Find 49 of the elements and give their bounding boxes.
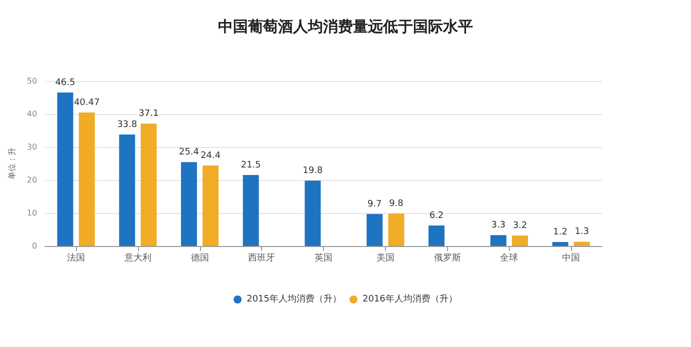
y-tick-label: 30 xyxy=(26,142,38,152)
x-tick-label: 西班牙 xyxy=(248,252,276,264)
bar xyxy=(490,235,506,246)
data-label: 33.8 xyxy=(117,120,138,130)
legend-label: 2015年人均消费（升） xyxy=(246,294,342,304)
data-label: 46.5 xyxy=(55,78,76,88)
data-label: 19.8 xyxy=(302,166,324,176)
x-tick-label: 法国 xyxy=(67,252,86,264)
bar xyxy=(428,226,444,246)
bar xyxy=(552,242,568,246)
data-label: 1.2 xyxy=(553,228,568,238)
x-tick-label: 全球 xyxy=(500,252,518,264)
data-label: 37.1 xyxy=(138,109,159,120)
y-tick-label: 0 xyxy=(32,242,38,250)
bar xyxy=(512,235,528,246)
bar xyxy=(366,214,383,246)
data-label: 24.4 xyxy=(200,150,221,161)
y-tick-label: 50 xyxy=(26,76,38,86)
data-label: 25.4 xyxy=(178,148,200,158)
y-tick-label: 10 xyxy=(26,208,38,218)
bar xyxy=(242,175,259,246)
bar xyxy=(180,162,197,246)
data-label: 3.2 xyxy=(512,220,528,231)
y-axis-title: 单位：升 xyxy=(8,148,16,180)
legend-label: 2016年人均消费（升） xyxy=(362,294,458,304)
bar xyxy=(140,124,157,246)
data-label: 3.3 xyxy=(491,220,506,231)
data-label: 40.47 xyxy=(74,98,100,108)
bar xyxy=(202,165,219,246)
chart-title: 中国葡萄酒人均消费量远低于国际水平 xyxy=(218,18,473,36)
data-label: 9.8 xyxy=(389,199,404,210)
data-label: 21.5 xyxy=(240,160,261,171)
bar xyxy=(304,180,321,246)
data-label: 6.2 xyxy=(429,211,444,222)
y-tick-label: 20 xyxy=(26,176,38,184)
data-label: 1.3 xyxy=(574,227,590,238)
x-tick-label: 意大利 xyxy=(123,252,152,264)
data-label: 9.7 xyxy=(367,199,382,210)
x-tick-label: 中国 xyxy=(562,252,580,264)
y-tick-label: 40 xyxy=(26,110,38,118)
bar xyxy=(574,242,590,246)
bar xyxy=(57,92,74,246)
x-tick-label: 德国 xyxy=(190,252,209,264)
x-tick-label: 俄罗斯 xyxy=(434,252,461,264)
bar xyxy=(388,214,404,246)
bar xyxy=(78,112,95,246)
bar xyxy=(119,134,136,246)
x-tick-label: 美国 xyxy=(376,252,394,264)
x-tick-label: 英国 xyxy=(314,252,333,264)
